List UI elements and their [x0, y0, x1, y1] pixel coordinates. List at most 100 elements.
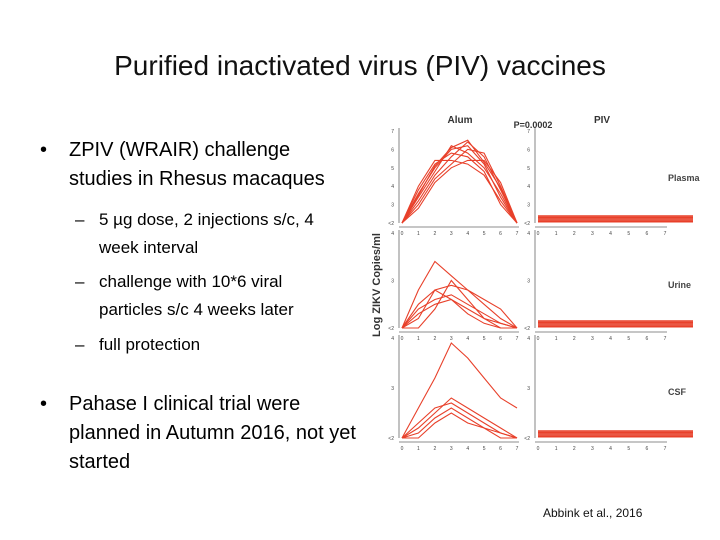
alum-series-line: [401, 139, 518, 224]
x-tick-label: 7: [664, 446, 667, 452]
x-tick-label: 6: [645, 446, 648, 452]
x-tick-label: 1: [555, 446, 558, 452]
y-tick-label: 4: [391, 231, 394, 237]
x-tick-label: 4: [466, 446, 469, 452]
x-tick-label: 6: [499, 446, 502, 452]
citation: Abbink et al., 2016: [543, 506, 643, 520]
x-tick-label: 0: [537, 446, 540, 452]
x-tick-label: 6: [499, 336, 502, 342]
x-tick-label: 1: [417, 231, 420, 237]
sub-bullet-text: challenge with 10*6 viral particles s/c …: [99, 272, 294, 319]
x-tick-label: 1: [555, 231, 558, 237]
alum-series-line: [401, 402, 518, 439]
x-tick-label: 4: [466, 336, 469, 342]
x-tick-label: 5: [627, 446, 630, 452]
x-tick-label: 3: [450, 336, 453, 342]
alum-series-line: [401, 289, 517, 329]
x-tick-label: 0: [401, 231, 404, 237]
alum-series-line: [401, 397, 518, 439]
x-tick-label: 2: [573, 446, 576, 452]
x-tick-label: 0: [537, 231, 540, 237]
slide-title: Purified inactivated virus (PIV) vaccine…: [114, 50, 606, 81]
x-tick-label: 4: [609, 231, 612, 237]
y-tick-label: 3: [391, 386, 394, 392]
y-tick-label: 3: [527, 279, 530, 285]
y-tick-label: 4: [391, 184, 394, 190]
y-axis-label: Log ZIKV Copies/ml: [371, 233, 383, 337]
alum-series-line: [401, 407, 518, 439]
y-tick-label: 4: [391, 336, 394, 342]
alum-series-line: [401, 260, 518, 329]
alum-series-line: [401, 298, 518, 329]
y-tick-label: 4: [527, 184, 530, 190]
x-tick-label: 0: [537, 336, 540, 342]
x-tick-label: 5: [483, 446, 486, 452]
y-tick-label: <2: [524, 436, 530, 442]
zikv-chart: Alum P=0.0002 PIV Log ZIKV Copies/ml <2 3 4 5 6 7…: [371, 115, 701, 452]
x-tick-label: 1: [555, 336, 558, 342]
panel-label-csf: CSF: [668, 387, 687, 397]
bullet-text: Pahase I clinical trial were planned in …: [69, 393, 356, 473]
x-tick-label: 5: [627, 231, 630, 237]
x-tick-label: 2: [433, 336, 436, 342]
x-tick-label: 6: [645, 231, 648, 237]
y-tick-label: 6: [527, 147, 530, 153]
y-tick-label: <2: [388, 221, 394, 227]
y-tick-label: 6: [391, 147, 394, 153]
alum-series-line: [401, 159, 518, 224]
x-tick-label: 4: [609, 446, 612, 452]
y-tick-label: 7: [527, 129, 530, 135]
y-tick-label: <2: [524, 221, 530, 227]
zikv-figure: Alum P=0.0002 PIV Log ZIKV Copies/ml <2 3 4 5 6 7…: [365, 108, 715, 463]
x-tick-label: 7: [664, 336, 667, 342]
x-tick-label: 2: [433, 446, 436, 452]
x-tick-label: 2: [573, 336, 576, 342]
alum-series-line: [401, 148, 518, 224]
alum-series-line: [401, 141, 518, 224]
x-tick-label: 7: [516, 446, 519, 452]
sub-bullet-text: 5 µg dose, 2 injections s/c, 4 week inte…: [99, 210, 314, 257]
x-tick-label: 6: [499, 231, 502, 237]
sub-bullet-marker: –: [75, 335, 85, 354]
x-tick-label: 7: [516, 231, 519, 237]
x-tick-label: 7: [516, 336, 519, 342]
alum-series-line: [401, 294, 518, 329]
x-tick-label: 3: [450, 231, 453, 237]
x-tick-label: 1: [417, 446, 420, 452]
x-tick-label: 2: [433, 231, 436, 237]
x-tick-label: 5: [483, 336, 486, 342]
alum-series-line: [402, 279, 517, 329]
x-tick-label: 1: [417, 336, 420, 342]
x-tick-label: 7: [664, 231, 667, 237]
sub-bullet-marker: –: [75, 272, 85, 291]
alum-series-line: [401, 159, 518, 224]
y-tick-label: 3: [391, 203, 394, 209]
y-tick-label: 3: [527, 386, 530, 392]
alum-series-line: [401, 145, 518, 224]
alum-series-line: [401, 152, 518, 224]
x-tick-label: 3: [591, 446, 594, 452]
sub-bullet-text: full protection: [99, 335, 201, 354]
y-tick-label: <2: [388, 436, 394, 442]
alum-series-line: [402, 412, 517, 439]
panel-label-plasma: Plasma: [668, 173, 701, 183]
y-tick-label: 5: [527, 166, 530, 172]
y-tick-label: 3: [527, 203, 530, 209]
x-tick-label: 4: [609, 336, 612, 342]
column-header-alum: Alum: [448, 115, 473, 126]
y-tick-label: 3: [391, 279, 394, 285]
alum-series-line: [401, 284, 518, 329]
x-tick-label: 2: [573, 231, 576, 237]
x-tick-label: 0: [401, 336, 404, 342]
bullet-text: ZPIV (WRAIR) challenge studies in Rhesus…: [69, 139, 325, 190]
alum-series-line: [401, 145, 518, 224]
x-tick-label: 3: [591, 231, 594, 237]
bullet-marker: •: [40, 139, 48, 161]
x-tick-label: 4: [466, 231, 469, 237]
sub-bullet-marker: –: [75, 210, 85, 229]
x-tick-label: 5: [483, 231, 486, 237]
y-tick-label: 7: [391, 129, 394, 135]
p-value-label: P=0.0002: [514, 120, 553, 130]
x-tick-label: 3: [591, 336, 594, 342]
panel-label-urine: Urine: [668, 280, 691, 290]
